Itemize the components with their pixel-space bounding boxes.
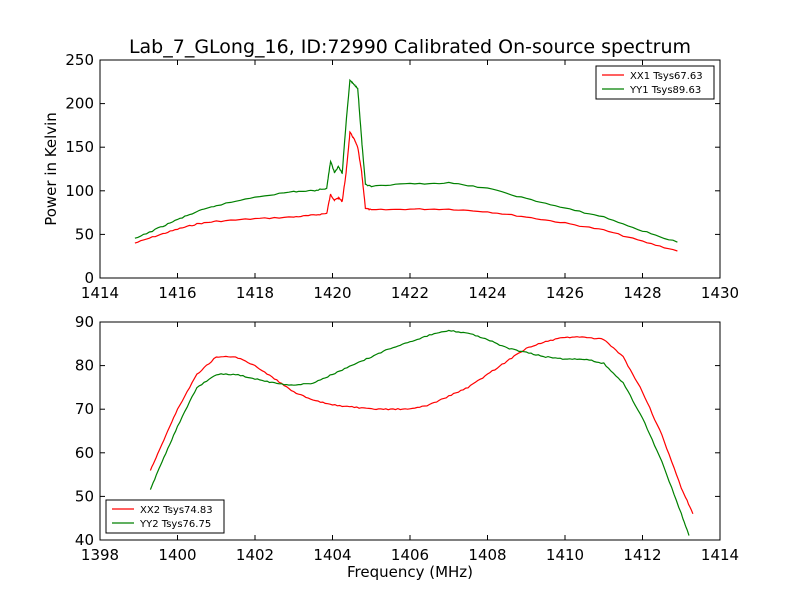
x-tick-label: 1422	[391, 284, 429, 302]
y-tick-label: 70	[75, 400, 94, 418]
x-tick-label: 1424	[468, 284, 506, 302]
legend-box	[105, 499, 225, 534]
y-tick-label: 0	[84, 269, 94, 287]
x-axis-label: Frequency (MHz)	[347, 563, 473, 581]
x-tick-label: 1404	[313, 546, 351, 564]
x-tick-label: 1406	[391, 546, 429, 564]
panel-1: 1414 1416 1418 1420 1422 1424 1426 1428 1430 0 50 1…	[42, 51, 739, 302]
legend: XX1 Tsys67.63 YY1 Tsys89.63	[595, 65, 715, 100]
legend: XX2 Tsys74.83 YY2 Tsys76.75	[105, 499, 225, 534]
legend-label: YY1 Tsys89.63	[629, 85, 701, 96]
y-tick-label: 100	[65, 182, 94, 200]
y-tick-label: 60	[75, 444, 94, 462]
x-tick-label: 1402	[236, 546, 274, 564]
x-tick-label: 1420	[313, 284, 351, 302]
x-tick-label: 1414	[701, 546, 739, 564]
y-tick-label: 40	[75, 531, 94, 549]
y-tick-label: 50	[75, 487, 94, 505]
x-tick-label: 1410	[546, 546, 584, 564]
series-line-2	[149, 329, 690, 536]
x-tick-label: 1412	[623, 546, 661, 564]
legend-box	[595, 65, 715, 100]
series-line-1	[149, 336, 694, 515]
series-line-1	[134, 130, 678, 252]
y-tick-label: 50	[75, 225, 94, 243]
legend-label: XX1 Tsys67.63	[630, 71, 703, 82]
x-tick-label: 1398	[81, 546, 119, 564]
legend-label: XX2 Tsys74.83	[140, 505, 213, 516]
y-tick-label: 90	[75, 313, 94, 331]
x-tick-label: 1408	[468, 546, 506, 564]
x-tick-label: 1400	[158, 546, 196, 564]
legend-label: YY2 Tsys76.75	[139, 519, 211, 530]
x-tick-label: 1430	[701, 284, 739, 302]
y-tick-label: 200	[65, 95, 94, 113]
x-tick-label: 1426	[546, 284, 584, 302]
y-tick-label: 150	[65, 138, 94, 156]
y-axis-label: Power in Kelvin	[42, 112, 60, 226]
y-tick-label: 250	[65, 51, 94, 69]
x-tick-label: 1414	[81, 284, 119, 302]
y-tick-label: 80	[75, 357, 94, 375]
panel-2: 1398 1400 1402 1404 1406 1408 1410 1412 1414 40 50…	[75, 313, 739, 581]
chart-title: Lab_7_GLong_16, ID:72990 Calibrated On-s…	[129, 36, 691, 58]
series-line-2	[134, 78, 678, 243]
x-tick-label: 1416	[158, 284, 196, 302]
x-tick-label: 1428	[623, 284, 661, 302]
x-tick-label: 1418	[236, 284, 274, 302]
